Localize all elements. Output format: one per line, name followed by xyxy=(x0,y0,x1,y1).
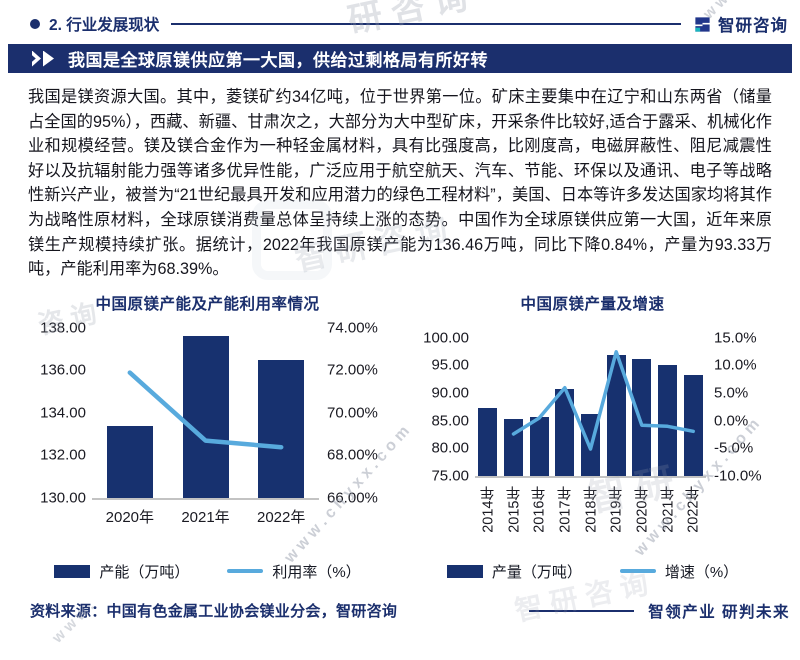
x-label: 2020年 xyxy=(634,485,651,533)
source-note: 资料来源：中国有色金属工业协会镁业分会，智研咨询 xyxy=(30,603,398,621)
bar xyxy=(658,364,677,476)
axis-tick: 90.00 xyxy=(431,384,469,402)
axis-tick: 138.00 xyxy=(40,319,86,337)
chart-legend: 产能（万吨） 利用率（%） xyxy=(30,561,385,582)
x-label: 2016年 xyxy=(531,485,548,533)
bar xyxy=(529,417,549,476)
axis-tick: 136.00 xyxy=(40,361,86,379)
axis-tick: 10.0% xyxy=(714,356,757,374)
chart-title: 中国原镁产量及增速 xyxy=(520,295,665,313)
trend-line xyxy=(511,349,695,451)
legend-label: 产量（万吨） xyxy=(491,563,582,581)
banner-title: 我国是全球原镁供应第一大国，供给过剩格局有所好转 xyxy=(68,51,488,70)
axis-tick: 75.00 xyxy=(431,467,469,485)
right-axis: 74.00% 72.00% 70.00% 68.00% 66.00% xyxy=(319,319,385,506)
header-rule xyxy=(171,23,681,25)
plot xyxy=(475,338,706,478)
chart-title: 中国原镁产能及产能利用率情况 xyxy=(95,295,320,313)
plot xyxy=(92,328,319,500)
bar-swatch xyxy=(54,564,91,578)
legend-label: 产能（万吨） xyxy=(99,563,190,581)
bar xyxy=(182,336,229,498)
bar xyxy=(478,407,498,476)
axis-tick: 0.0% xyxy=(714,412,749,430)
bar xyxy=(555,389,575,476)
charts-row: 中国原镁产能及产能利用率情况 138.00 136.00 134.00 132.00 1… xyxy=(30,292,770,582)
axis-tick: 68.00% xyxy=(327,446,378,464)
axis-tick: 95.00 xyxy=(431,356,469,374)
left-axis: 100.00 95.00 90.00 85.00 80.00 75.00 xyxy=(415,329,475,484)
x-label: 2014年 xyxy=(480,485,497,533)
capacity-utilization-chart: 中国原镁产能及产能利用率情况 138.00 136.00 134.00 132.00 1… xyxy=(30,292,385,582)
page-header: 2. 行业发展现状 智研咨询 xyxy=(0,0,800,36)
line-swatch xyxy=(227,569,264,574)
x-axis-labels: 2020年 2021年 2022年 xyxy=(92,506,319,527)
trend-line xyxy=(127,370,284,450)
axis-tick: 100.00 xyxy=(423,329,469,347)
brand-icon xyxy=(695,16,710,32)
axis-tick: 134.00 xyxy=(40,404,86,422)
section-banner: 我国是全球原镁供应第一大国，供给过剩格局有所好转 xyxy=(8,44,792,73)
axis-tick: 130.00 xyxy=(40,489,86,507)
body-paragraph: 我国是镁资源大国。其中，菱镁矿约34亿吨，位于世界第一位。矿床主要集中在辽宁和山… xyxy=(28,88,772,279)
axis-tick: 15.0% xyxy=(714,329,757,347)
axis-tick: 5.0% xyxy=(714,384,749,402)
chart-legend: 产量（万吨） 增速（%） xyxy=(415,561,770,582)
axis-tick: 66.00% xyxy=(327,489,378,507)
axis-tick: 72.00% xyxy=(327,361,378,379)
x-label: 2017年 xyxy=(557,485,574,533)
x-label: 2022年 xyxy=(685,485,702,533)
legend-item: 增速（%） xyxy=(619,561,739,582)
brand-name: 智研咨询 xyxy=(718,17,788,35)
bar xyxy=(632,359,652,476)
bar xyxy=(504,419,523,476)
axis-tick: 80.00 xyxy=(431,439,469,457)
axis-tick: -10.0% xyxy=(714,467,762,485)
slogan-wrap: 智领产业 研判未来 xyxy=(529,600,790,622)
axis-tick: 74.00% xyxy=(327,319,378,337)
chart-plot-area: 100.00 95.00 90.00 85.00 80.00 75.00 15.0% 10.… xyxy=(415,329,770,484)
right-axis: 15.0% 10.0% 5.0% 0.0% -5.0% -10.0% xyxy=(706,329,770,484)
diamond-arrow-icon xyxy=(32,50,54,67)
x-label: 2021年 xyxy=(660,485,676,533)
bar xyxy=(106,425,153,498)
x-label: 2020年 xyxy=(105,508,155,526)
legend-label: 增速（%） xyxy=(664,563,739,581)
axis-tick: 132.00 xyxy=(40,446,86,464)
axis-tick: 85.00 xyxy=(431,412,469,430)
bar-swatch xyxy=(446,564,483,578)
chart-plot-area: 138.00 136.00 134.00 132.00 130.00 74.00% 72.… xyxy=(30,319,385,506)
bar xyxy=(683,374,703,476)
bar xyxy=(258,360,305,498)
x-label: 2022年 xyxy=(256,508,306,526)
legend-item: 利用率（%） xyxy=(227,561,361,582)
axis-tick: 70.00% xyxy=(327,404,378,422)
x-label: 2019年 xyxy=(608,485,625,533)
bar xyxy=(606,354,626,476)
legend-item: 产量（万吨） xyxy=(446,561,582,582)
legend-label: 利用率（%） xyxy=(272,563,361,581)
output-growth-chart: 中国原镁产量及增速 100.00 95.00 90.00 85.00 80.00 75.0… xyxy=(415,292,770,582)
line-swatch xyxy=(619,569,656,574)
slogan-rule xyxy=(529,609,635,612)
axis-tick: -5.0% xyxy=(714,439,754,457)
brand-logo: 智研咨询 xyxy=(693,12,788,36)
legend-item: 产能（万吨） xyxy=(54,561,189,582)
x-label: 2018年 xyxy=(583,485,599,533)
x-label: 2021年 xyxy=(181,508,230,526)
section-label: 2. 行业发展现状 xyxy=(49,17,160,34)
left-axis: 138.00 136.00 134.00 132.00 130.00 xyxy=(30,319,92,506)
x-axis-labels: 2014年 2015年 2016年 2017年 2018年 2019年 2020年 2021年… xyxy=(475,484,706,552)
page-footer: 资料来源：中国有色金属工业协会镁业分会，智研咨询 智领产业 研判未来 xyxy=(30,600,790,622)
x-label: 2015年 xyxy=(506,485,522,533)
slogan: 智领产业 研判未来 xyxy=(648,603,790,621)
bullet-icon xyxy=(30,19,40,29)
